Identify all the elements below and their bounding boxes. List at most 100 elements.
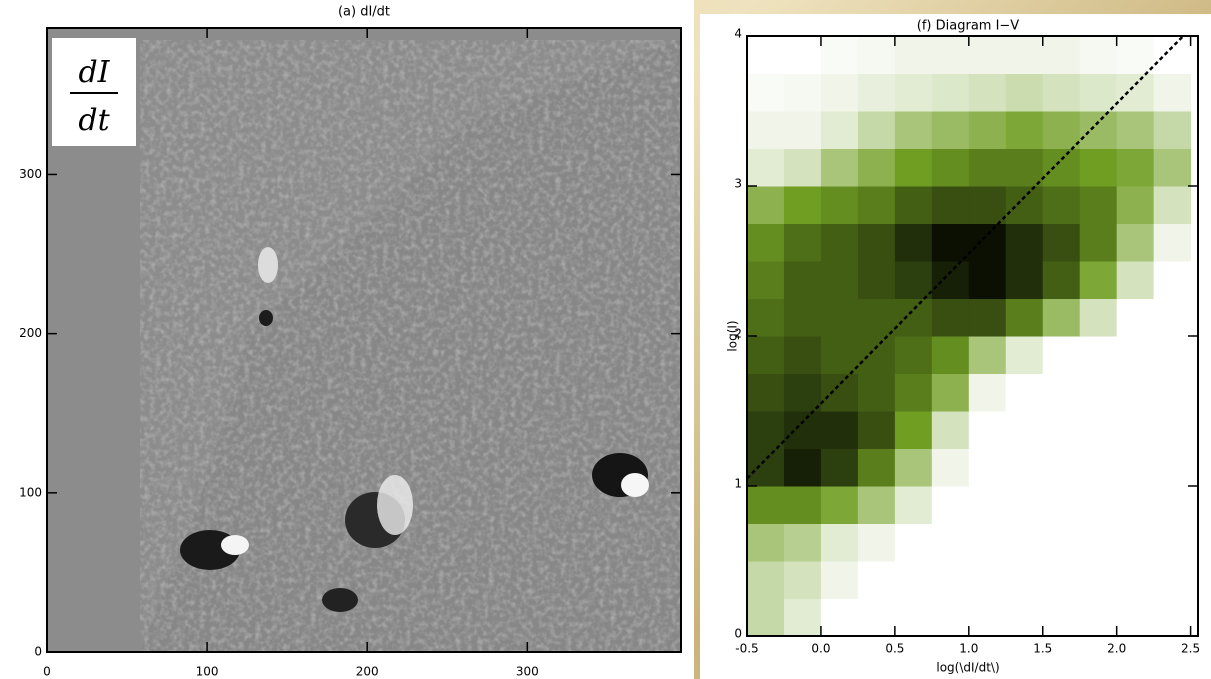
heatmap-cell <box>1043 524 1080 562</box>
heatmap-cell <box>784 186 821 224</box>
heatmap-cell <box>1154 261 1191 299</box>
heatmap-cell <box>858 149 895 187</box>
heatmap-cell <box>1006 374 1043 412</box>
heatmap-cell <box>821 486 858 524</box>
heatmap-cell <box>747 486 784 524</box>
heatmap-cell <box>1080 36 1117 74</box>
heatmap-cell <box>969 261 1006 299</box>
heatmap-cell <box>895 299 932 337</box>
heatmap-cell <box>1080 449 1117 487</box>
heatmap-cell <box>932 561 969 599</box>
blob <box>621 473 649 497</box>
heatmap-cell <box>1006 561 1043 599</box>
heatmap-cell <box>821 186 858 224</box>
blob <box>221 535 249 555</box>
image <box>47 28 681 652</box>
y-tick-label: 200 <box>19 326 42 340</box>
heatmap-cell <box>1006 261 1043 299</box>
heatmap-cell <box>858 74 895 112</box>
heatmap-cell <box>1154 411 1191 449</box>
heatmap-cell <box>1154 36 1191 74</box>
heatmap-cell <box>932 74 969 112</box>
heatmap-cell <box>895 374 932 412</box>
heatmap-cell <box>1043 36 1080 74</box>
heatmap-cell <box>1006 149 1043 187</box>
heatmap-cell <box>1043 149 1080 187</box>
heatmap-cell <box>821 336 858 374</box>
heatmap-cell <box>1006 449 1043 487</box>
heatmap-cell <box>969 224 1006 262</box>
heatmap-cell <box>1154 374 1191 412</box>
heatmap-cell <box>747 111 784 149</box>
heatmap-cell <box>784 299 821 337</box>
heatmap-cell <box>969 524 1006 562</box>
annotation-denominator: dt <box>78 103 110 138</box>
heatmap-cell <box>895 411 932 449</box>
heatmap-cell <box>1154 449 1191 487</box>
heatmap-cell <box>747 411 784 449</box>
y-tick-label: 2 <box>734 327 742 341</box>
heatmap-cell <box>1043 599 1080 637</box>
heatmap-cell <box>1080 486 1117 524</box>
y-tick-label: 4 <box>734 27 742 41</box>
heatmap-cell <box>747 224 784 262</box>
heatmap-cell <box>747 561 784 599</box>
heatmap-cell <box>784 561 821 599</box>
heatmap-cell <box>1043 411 1080 449</box>
heatmap-cell <box>1117 486 1154 524</box>
heatmap-cell <box>1080 74 1117 112</box>
heatmap-cell <box>747 36 784 74</box>
heatmap-cell <box>858 186 895 224</box>
heatmap-cell <box>821 411 858 449</box>
heatmap-cell <box>1080 411 1117 449</box>
heatmap-cell <box>1117 149 1154 187</box>
heatmap-cell <box>1080 261 1117 299</box>
heatmap-cell <box>969 411 1006 449</box>
heatmap-cell <box>1117 36 1154 74</box>
heatmap-cell <box>895 224 932 262</box>
heatmap-cell <box>895 486 932 524</box>
heatmap-cell <box>858 561 895 599</box>
heatmap-cell <box>1043 186 1080 224</box>
heatmap-cell <box>1080 224 1117 262</box>
x-tick-label: 2.5 <box>1181 642 1200 656</box>
heatmap-cell <box>1006 411 1043 449</box>
heatmap-cell <box>784 449 821 487</box>
annotation-numerator: dI <box>78 55 110 90</box>
chart-title: (a) dI/dt <box>338 5 390 20</box>
x-tick-label: 100 <box>196 665 219 679</box>
heatmap-cell <box>1043 111 1080 149</box>
heatmap-cell <box>1043 449 1080 487</box>
heatmap-cell <box>1154 524 1191 562</box>
x-tick-label: 300 <box>516 665 539 679</box>
heatmap-cell <box>969 111 1006 149</box>
heatmap-cell <box>784 149 821 187</box>
x-tick-label: 2.0 <box>1107 642 1126 656</box>
heatmap-cell <box>1154 599 1191 637</box>
heatmap-cell <box>932 186 969 224</box>
heatmap-cell <box>1043 561 1080 599</box>
heatmap-cell <box>1080 561 1117 599</box>
heatmap-cell <box>858 299 895 337</box>
heatmap-cell <box>1043 299 1080 337</box>
heatmap-cell <box>932 486 969 524</box>
heatmap-cell <box>895 449 932 487</box>
x-tick-label: 1.5 <box>1033 642 1052 656</box>
heatmap-cell <box>969 599 1006 637</box>
x-tick-label: 1.0 <box>959 642 978 656</box>
heatmap-cell <box>1117 299 1154 337</box>
heatmap-cell <box>1080 186 1117 224</box>
heatmap-cell <box>1154 186 1191 224</box>
heatmap-cell <box>932 111 969 149</box>
heatmap-cell <box>1117 186 1154 224</box>
x-tick-label: 0.5 <box>885 642 904 656</box>
heatmap-cell <box>1080 599 1117 637</box>
heatmap-cell <box>1117 599 1154 637</box>
heatmap-cell <box>969 74 1006 112</box>
heatmap-cell <box>858 111 895 149</box>
heatmap-cell <box>858 599 895 637</box>
heatmap-cell <box>969 561 1006 599</box>
heatmap-cell <box>895 261 932 299</box>
heatmap-cell <box>895 524 932 562</box>
heatmap-cell <box>1080 111 1117 149</box>
